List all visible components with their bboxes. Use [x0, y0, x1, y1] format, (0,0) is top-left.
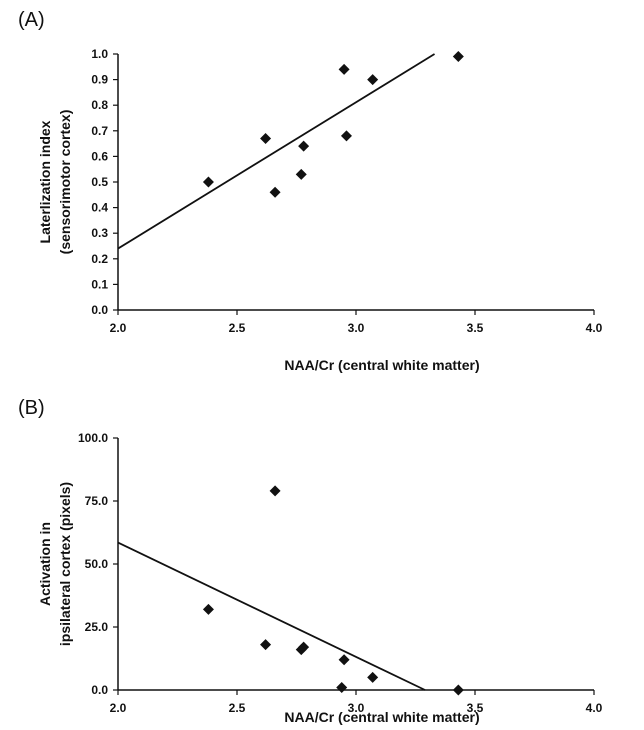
- chart1-x-axis-title: NAA/Cr (central white matter): [284, 357, 479, 373]
- chart1-y-tick-label: 0.2: [91, 252, 108, 266]
- chart1-y-tick-label: 0.0: [91, 303, 108, 317]
- chart1-data-point: [269, 186, 281, 198]
- chart1-x-tick-label: 2.0: [110, 321, 127, 335]
- chart1-x-tick-label: 4.0: [586, 321, 603, 335]
- chart1-y-tick-label: 0.6: [91, 149, 108, 163]
- chart2-data-point: [336, 681, 348, 693]
- chart2-x-axis-title: NAA/Cr (central white matter): [284, 709, 479, 725]
- chart1-y-tick-label: 0.8: [91, 98, 108, 112]
- chart2-x-tick-label: 2.0: [110, 701, 127, 715]
- chart1-x-tick-label: 2.5: [229, 321, 246, 335]
- chart1-regression-line: [117, 53, 436, 250]
- chart1-data-point: [340, 130, 352, 142]
- chart1-y-axis-title-line2: (sensorimotor cortex): [57, 110, 73, 255]
- chart2-x-tick-label: 3.0: [348, 701, 365, 715]
- chart1-data-point: [260, 132, 272, 144]
- chart2-data-point: [260, 639, 272, 651]
- chart1-y-tick-label: 0.9: [91, 73, 108, 87]
- chart2-data-point: [298, 641, 310, 653]
- chart1-panel-label: (A): [18, 9, 45, 31]
- chart1-data-point: [367, 74, 379, 86]
- chart2-x-tick-label: 3.5: [467, 701, 484, 715]
- chart1-data-point: [452, 51, 464, 63]
- chart2-data-point: [202, 603, 214, 615]
- chart2-data-point: [269, 485, 281, 497]
- chart2-data-point: [452, 684, 464, 696]
- chart2-y-tick-label: 25.0: [85, 620, 109, 634]
- chart1-data-point: [338, 63, 350, 75]
- chart1-y-tick-label: 1.0: [91, 47, 108, 61]
- chart1-data-point: [202, 176, 214, 188]
- chart1-y-tick-label: 0.1: [91, 277, 108, 291]
- chart1-data-point: [295, 168, 307, 180]
- chart2-x-tick-label: 4.0: [586, 701, 603, 715]
- chart2-data-point: [338, 654, 350, 666]
- chart2-panel-label: (B): [18, 397, 45, 419]
- chart1-y-tick-label: 0.5: [91, 175, 108, 189]
- chart1-y-tick-label: 0.3: [91, 226, 108, 240]
- chart2-regression-line: [117, 541, 426, 691]
- chart1-data-point: [298, 140, 310, 152]
- chart1-y-tick-label: 0.4: [91, 201, 108, 215]
- chart2-y-tick-label: 75.0: [85, 494, 109, 508]
- chart2-data-point: [367, 671, 379, 683]
- chart2-y-axis-title-line2: ipsilateral cortex (pixels): [57, 482, 73, 646]
- chart1-x-tick-label: 3.5: [467, 321, 484, 335]
- chart2-y-tick-label: 0.0: [91, 683, 108, 697]
- chart1-y-tick-label: 0.7: [91, 124, 108, 138]
- chart1-y-axis-title-line1: Laterlization index: [37, 120, 53, 243]
- chart2-y-tick-label: 50.0: [85, 557, 109, 571]
- chart2-y-axis-title-line1: Activation in: [37, 522, 53, 606]
- chart1-x-tick-label: 3.0: [348, 321, 365, 335]
- chart2-x-tick-label: 2.5: [229, 701, 246, 715]
- chart2-y-tick-label: 100.0: [78, 431, 108, 445]
